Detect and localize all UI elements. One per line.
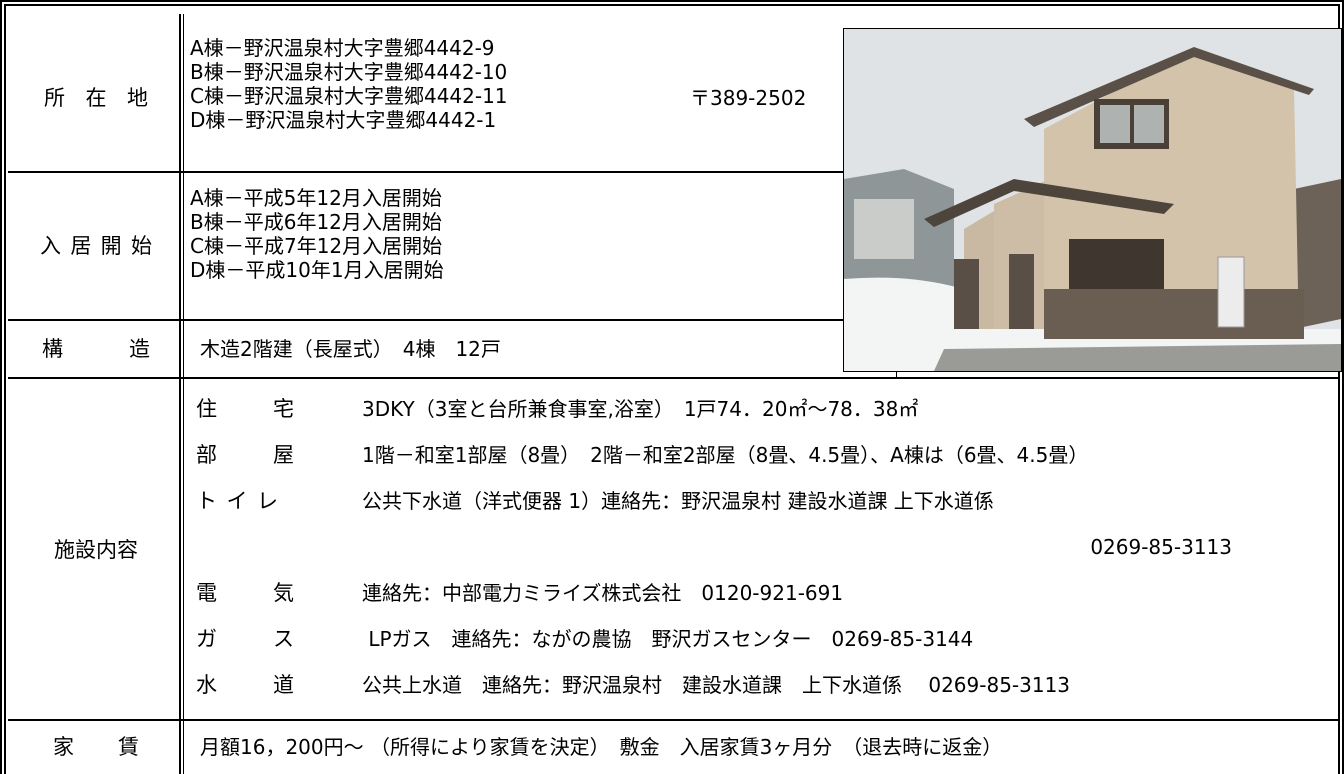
phone-number: 0269-85-3113 <box>1090 535 1232 559</box>
cell-text: B棟－平成6年12月入居開始 <box>190 210 442 234</box>
facility-name: ト イ レ <box>196 489 278 513</box>
facility-name: 部 屋 <box>196 443 294 467</box>
row-divider <box>8 719 1338 721</box>
cell-text: 1階－和室1部屋（8畳） 2階－和室2部屋（8畳、4.5畳）、A棟は（6畳、4.… <box>362 443 1089 467</box>
cell-text: A棟－平成5年12月入居開始 <box>190 186 442 210</box>
facility-name: 電 気 <box>196 581 294 605</box>
cell-text: D棟－平成10年1月入居開始 <box>190 258 444 282</box>
row-label: 構 造 <box>42 337 150 361</box>
cell-text: C棟－平成7年12月入居開始 <box>190 234 443 258</box>
cell-text: 木造2階建（長屋式） 4棟 12戸 <box>200 337 501 361</box>
facility-name: 水 道 <box>196 673 294 697</box>
row-label: 入居開始 <box>40 234 152 258</box>
row-label: 施設内容 <box>54 538 138 562</box>
cell-text: 月額16，200円～ （所得により家賃を決定） 敷金 入居家賃3ヶ月分 （退去時… <box>200 735 1003 759</box>
cell-text: 連絡先：中部電力ミライズ株式会社 0120-921-691 <box>362 581 844 605</box>
row-divider <box>8 171 843 173</box>
facility-name: ガ ス <box>196 627 294 651</box>
row-label: 所 在 地 <box>44 86 148 110</box>
row-divider <box>8 319 843 321</box>
facility-name: 住 宅 <box>196 397 294 421</box>
cell-text: LPガス 連絡先：ながの農協 野沢ガスセンター 0269-85-3144 <box>362 627 974 651</box>
cell-text: C棟－野沢温泉村大字豊郷4442-11 <box>190 84 508 108</box>
cell-text: 3DKY（3室と台所兼食事室,浴室） 1戸74．20㎡～78．38㎡ <box>362 397 919 421</box>
cell-text: A棟－野沢温泉村大字豊郷4442-9 <box>190 36 495 60</box>
cell-text: 公共上水道 連絡先：野沢温泉村 建設水道課 上下水道係 0269-85-3113 <box>362 673 1071 697</box>
row-divider <box>8 377 1338 379</box>
row-label: 家 賃 <box>53 735 139 759</box>
column-divider <box>179 14 181 774</box>
cell-text: 公共下水道（洋式便器 1）連絡先：野沢温泉村 建設水道課 上下水道係 <box>362 489 994 513</box>
building-photo <box>843 28 1342 372</box>
photo-tick <box>896 370 897 378</box>
column-divider <box>183 14 184 774</box>
postal-code: 〒389-2502 <box>690 86 807 110</box>
cell-text: B棟－野沢温泉村大字豊郷4442-10 <box>190 60 508 84</box>
cell-text: D棟－野沢温泉村大字豊郷4442-1 <box>190 108 497 132</box>
